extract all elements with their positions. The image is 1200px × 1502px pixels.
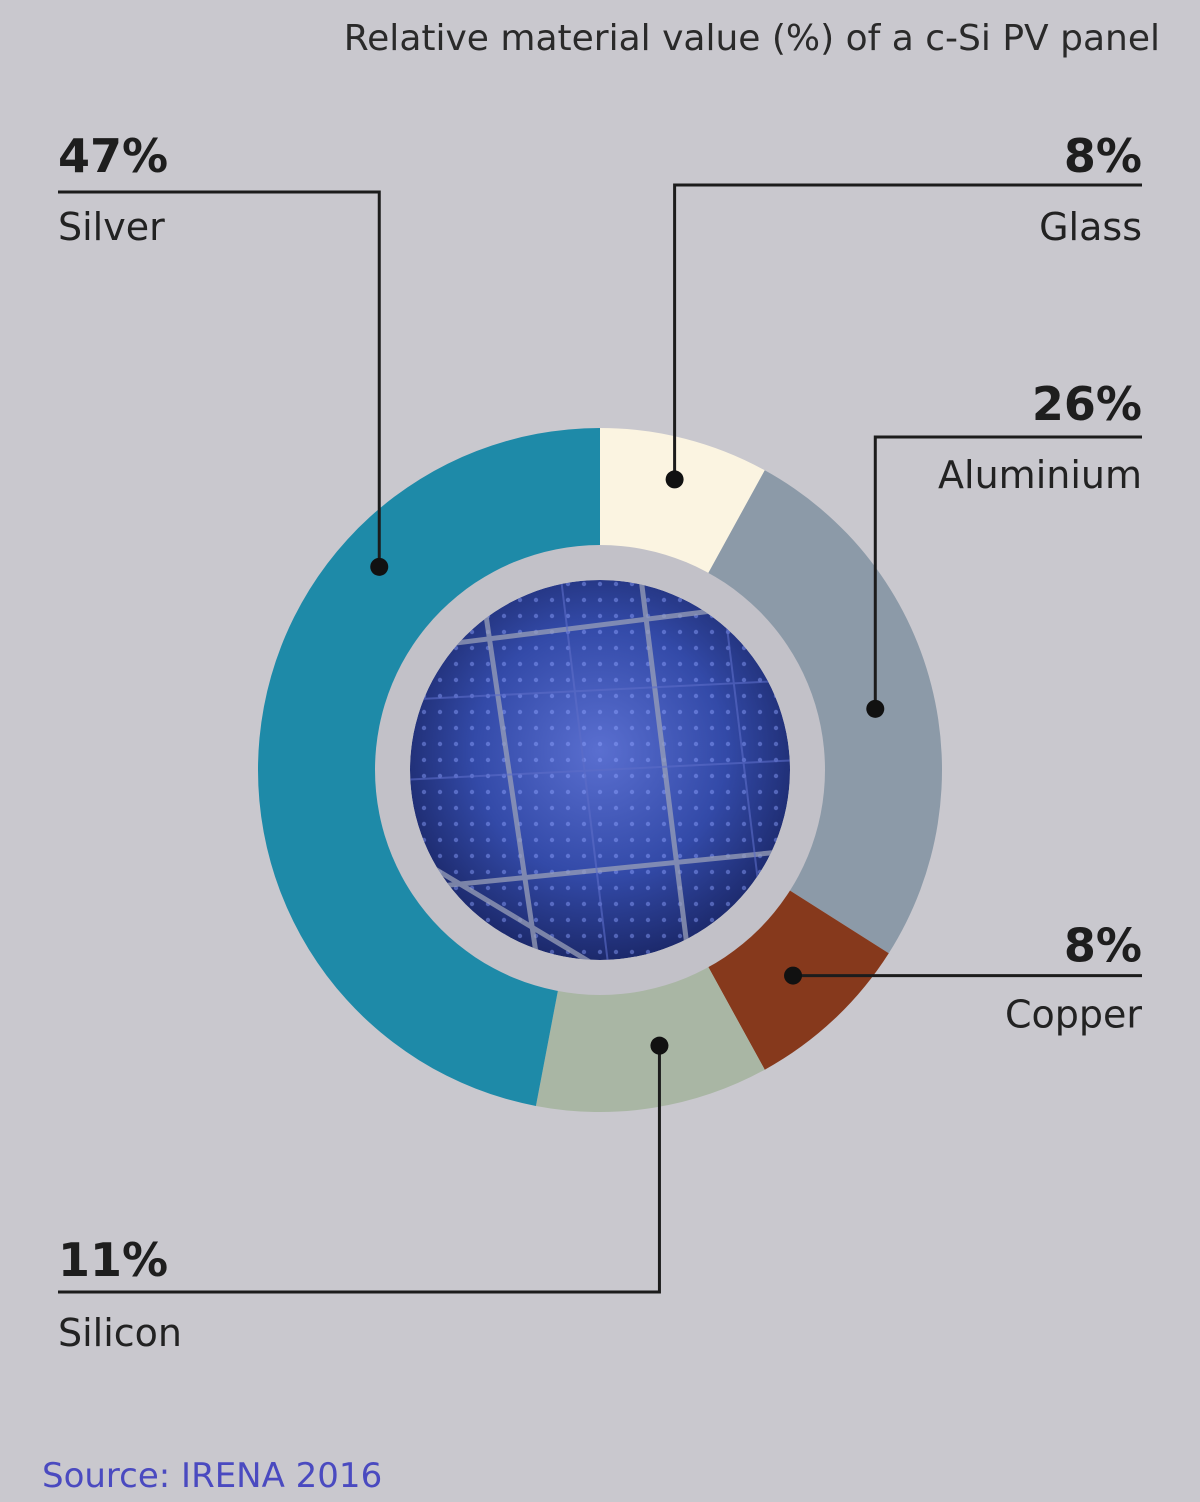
- leader-line-glass: [673, 183, 1142, 480]
- category-label-glass: Glass: [1039, 205, 1142, 249]
- slice-aluminium: [706, 470, 942, 954]
- leader-line-silver: [58, 190, 381, 567]
- leader-dot-silicon: [650, 1036, 669, 1055]
- leader-dot-silver: [370, 557, 389, 576]
- chart-title: Relative material value (%) of a c-Si PV…: [344, 18, 1160, 59]
- slice-silicon: [535, 964, 765, 1113]
- source-note: Source: IRENA 2016: [42, 1456, 382, 1496]
- slice-glass: [600, 428, 765, 576]
- leader-dot-aluminium: [866, 699, 885, 718]
- value-label-glass: 8%: [1064, 129, 1142, 183]
- category-label-silicon: Silicon: [58, 1311, 182, 1355]
- category-label-copper: Copper: [1005, 993, 1142, 1037]
- leader-line-aluminium: [873, 435, 1142, 709]
- value-label-silicon: 11%: [58, 1233, 168, 1287]
- category-label-aluminium: Aluminium: [938, 453, 1142, 497]
- leader-lines: [58, 183, 1142, 1294]
- slice-labels: 8% Glass 26% Aluminium 8% Copper 11% Silicon 47%…: [58, 129, 1142, 1355]
- value-label-silver: 47%: [58, 129, 168, 183]
- slice-silver: [257, 428, 600, 1106]
- leader-dot-glass: [665, 470, 684, 489]
- leader-line-silicon: [58, 1045, 661, 1294]
- leader-dot-copper: [784, 966, 803, 985]
- value-label-aluminium: 26%: [1032, 377, 1142, 431]
- solar-panel-photo: [410, 580, 790, 960]
- category-label-silver: Silver: [58, 205, 165, 249]
- value-label-copper: 8%: [1064, 919, 1142, 973]
